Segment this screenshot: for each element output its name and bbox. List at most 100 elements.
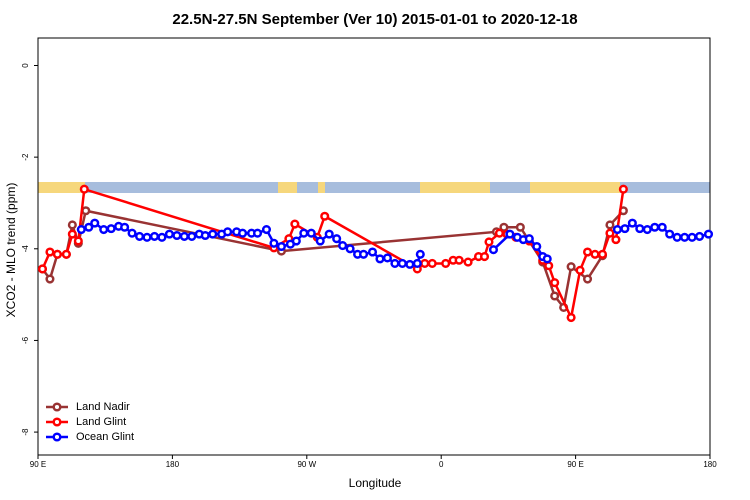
point — [550, 291, 560, 301]
y-tick-label: -2 — [21, 153, 30, 161]
point — [494, 228, 504, 238]
point — [37, 264, 48, 274]
point — [106, 224, 116, 234]
plot-frame — [37, 37, 711, 456]
point — [515, 222, 525, 232]
point — [415, 249, 425, 259]
point — [566, 312, 576, 323]
y-tick-label: -6 — [21, 336, 30, 344]
point — [499, 222, 509, 232]
series-line — [41, 209, 625, 311]
land-ocean-strip — [38, 182, 710, 193]
point — [358, 249, 369, 259]
point — [479, 252, 490, 262]
x-tick-label: 180 — [166, 460, 180, 469]
point — [620, 224, 630, 234]
point — [703, 229, 714, 239]
x-axis-label: Longitude — [349, 476, 402, 490]
point — [320, 211, 330, 221]
point — [315, 236, 325, 246]
point — [90, 218, 100, 228]
point — [635, 224, 645, 234]
point — [276, 241, 286, 252]
point — [324, 229, 334, 239]
x-tick-label: 90 E — [567, 460, 583, 469]
point — [605, 220, 615, 230]
point — [597, 249, 608, 259]
point — [332, 234, 342, 244]
point — [427, 258, 437, 269]
legend-marker — [52, 432, 62, 442]
point — [261, 224, 272, 235]
y-tick-label: -8 — [21, 428, 30, 436]
point — [542, 254, 552, 264]
point — [338, 241, 348, 251]
point — [412, 258, 422, 269]
point — [67, 220, 77, 230]
point — [544, 261, 554, 271]
point — [142, 232, 152, 242]
point — [149, 231, 160, 241]
legend-label: Land Nadir — [76, 401, 130, 413]
point — [687, 232, 697, 242]
point — [382, 253, 392, 263]
point — [99, 224, 109, 235]
point — [582, 274, 593, 284]
point — [291, 236, 301, 246]
point — [612, 224, 622, 235]
point — [566, 262, 576, 272]
point — [306, 228, 316, 238]
point — [454, 255, 464, 265]
point — [120, 222, 130, 232]
point — [488, 245, 499, 255]
x-tick-label: 0 — [439, 460, 444, 469]
x-tick-label: 90 E — [30, 460, 46, 469]
point — [650, 222, 660, 232]
point — [73, 236, 83, 246]
point — [127, 228, 137, 238]
legend-marker — [52, 402, 62, 412]
point — [252, 228, 263, 238]
chart-title: 22.5N-27.5N September (Ver 10) 2015-01-0… — [172, 11, 577, 28]
point — [179, 231, 189, 241]
point — [76, 224, 86, 235]
point — [627, 218, 637, 228]
point — [269, 238, 279, 248]
point — [575, 265, 585, 275]
point — [164, 229, 174, 239]
point — [550, 278, 560, 288]
point — [375, 254, 385, 264]
point — [618, 184, 628, 194]
point — [484, 237, 494, 247]
point — [200, 230, 210, 241]
point — [79, 184, 89, 194]
point — [420, 258, 430, 269]
point — [694, 231, 705, 241]
point — [223, 227, 233, 237]
point — [157, 232, 167, 242]
point — [345, 244, 355, 254]
x-tick-label: 180 — [703, 460, 717, 469]
point — [238, 228, 248, 238]
legend-label: Land Glint — [76, 416, 126, 428]
point — [642, 224, 652, 235]
point — [611, 235, 621, 245]
point — [134, 231, 145, 241]
point — [367, 247, 378, 257]
point — [524, 234, 534, 244]
point — [81, 206, 91, 216]
point — [505, 229, 515, 239]
point — [84, 222, 94, 232]
y-tick-label: -4 — [21, 245, 30, 253]
point — [45, 274, 55, 284]
point — [672, 232, 682, 242]
y-axis-label: XCO2 - MLO trend (ppm) — [4, 183, 18, 318]
point — [61, 249, 71, 259]
y-tick-label: 0 — [21, 63, 30, 68]
x-tick-label: 90 W — [297, 460, 316, 469]
point — [52, 249, 62, 259]
point — [187, 231, 197, 241]
point — [665, 229, 675, 239]
point — [390, 258, 400, 269]
point — [441, 258, 451, 269]
